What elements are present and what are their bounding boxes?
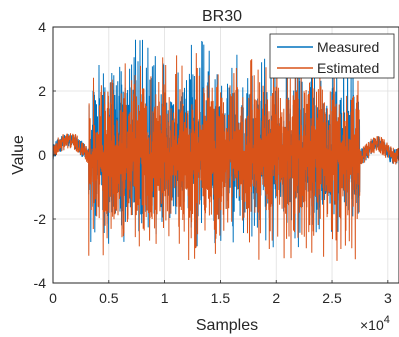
legend-box: [269, 33, 395, 79]
y-axis-label: Value: [10, 135, 27, 175]
y-tick-label: 0: [38, 147, 46, 163]
x-tick-label: 0: [49, 290, 57, 306]
y-tick-label: 2: [38, 83, 46, 99]
x-tick-label: 1: [161, 290, 169, 306]
x-tick-label: 2: [272, 290, 280, 306]
x-axis-label: Samples: [196, 317, 258, 334]
x-scale-exponent: ×104: [360, 314, 390, 333]
series-line-estimated: [52, 53, 399, 261]
chart-title: BR30: [202, 8, 242, 25]
x-axis: 0 0.5 1 1.5 2 2.5 3: [49, 280, 392, 306]
x-scale-power: 4: [384, 314, 390, 326]
y-tick-label: 4: [38, 19, 46, 35]
legend: Measured Estimated: [269, 33, 395, 79]
x-tick-label: 3: [384, 290, 392, 306]
y-tick-label: -4: [34, 275, 47, 291]
y-tick-label: -2: [34, 211, 47, 227]
x-tick-label: 0.5: [99, 290, 119, 306]
legend-label-measured: Measured: [317, 39, 379, 55]
y-axis: -4 -2 0 2 4: [34, 19, 56, 291]
x-scale-base: ×10: [360, 317, 384, 333]
legend-label-estimated: Estimated: [317, 60, 379, 76]
x-tick-label: 2.5: [322, 290, 342, 306]
series-group: [52, 37, 399, 261]
x-tick-label: 1.5: [211, 290, 231, 306]
